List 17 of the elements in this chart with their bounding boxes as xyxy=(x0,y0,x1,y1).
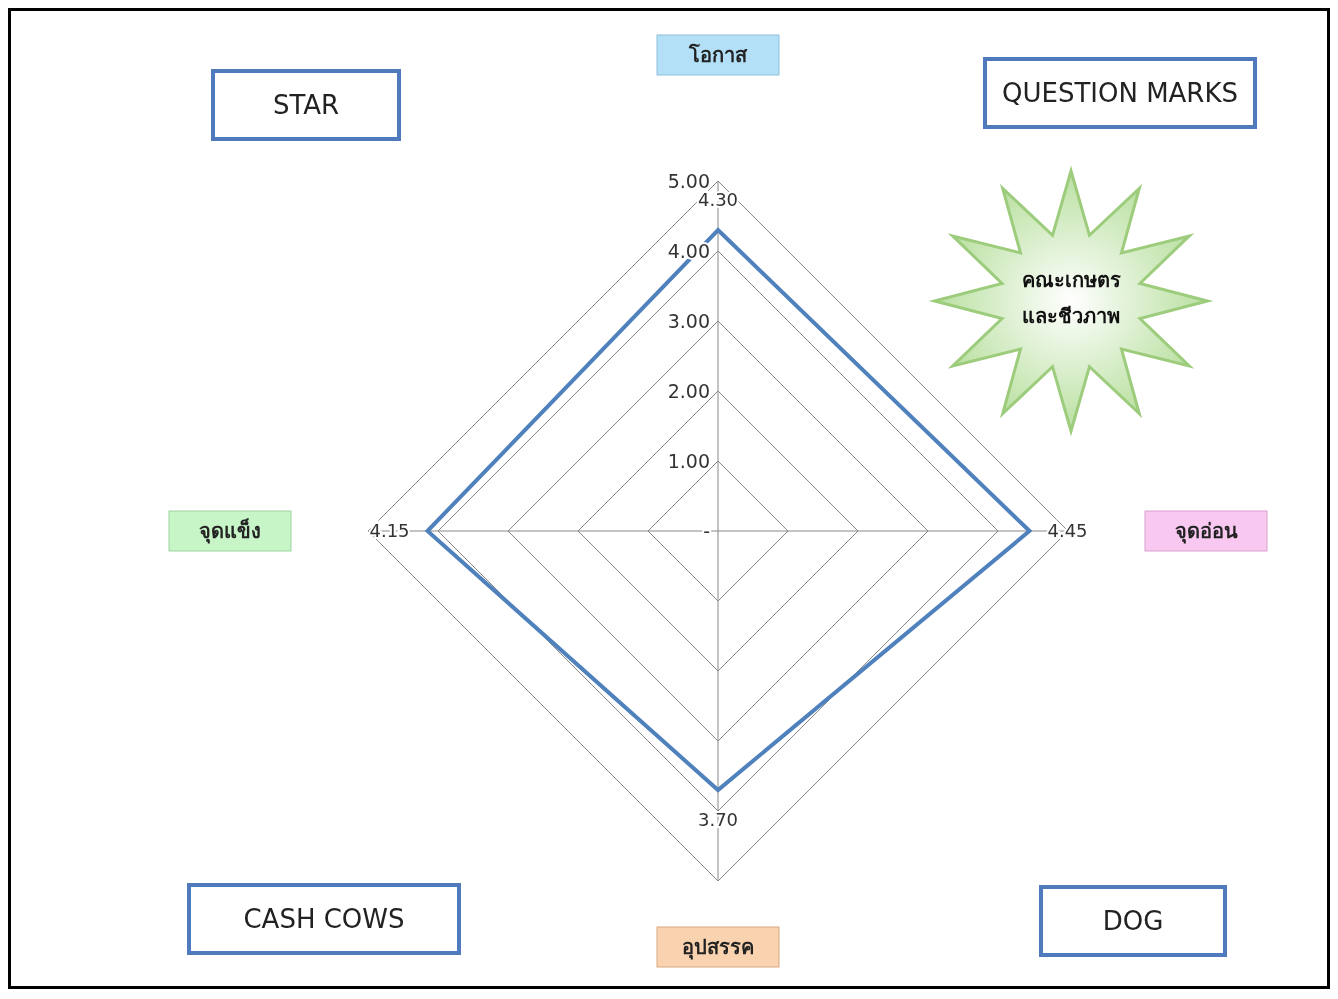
y-tick-label: 5.00 xyxy=(667,170,710,192)
spoke-label: โอกาส xyxy=(688,43,748,67)
data-label: 4.30 xyxy=(697,189,739,210)
text: QUESTION MARKS xyxy=(983,57,1257,129)
data-label: 3.70 xyxy=(697,809,739,830)
y-tick-label: 3.00 xyxy=(667,310,710,332)
spoke-label: จุดอ่อน xyxy=(1174,519,1238,544)
spoke-label: อุปสรรค xyxy=(682,935,754,960)
text: CASH COWS xyxy=(187,883,461,955)
spoke-label: จุดแข็ง xyxy=(199,518,261,544)
y-tick-label: 1.00 xyxy=(667,450,710,472)
text: DOG xyxy=(1039,885,1227,957)
y-tick-label: 2.00 xyxy=(667,380,710,402)
text: STAR xyxy=(211,69,401,141)
data-label: 4.15 xyxy=(369,520,410,541)
text: คณะเกษตร และชีวภาพ xyxy=(1021,268,1121,328)
y-tick-label: - xyxy=(703,520,710,542)
